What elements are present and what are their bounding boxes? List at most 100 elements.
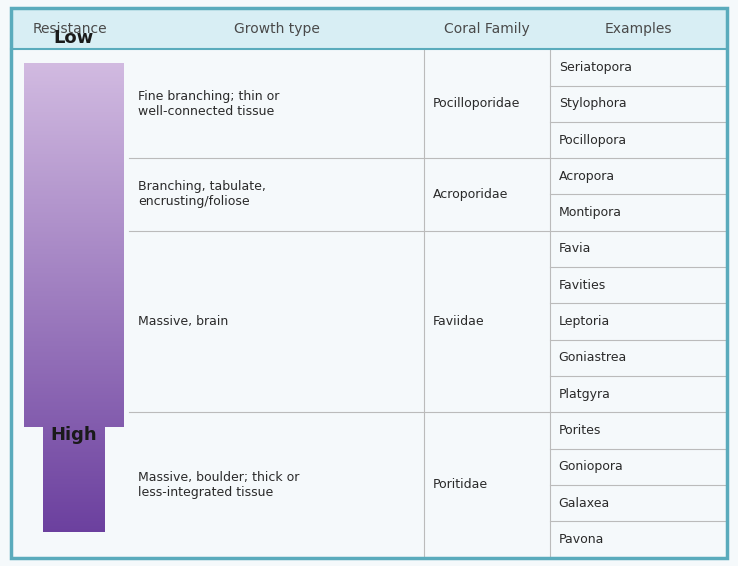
- Polygon shape: [24, 160, 124, 162]
- Polygon shape: [24, 345, 124, 346]
- Polygon shape: [43, 438, 105, 440]
- Polygon shape: [24, 209, 124, 210]
- Polygon shape: [24, 162, 124, 164]
- Polygon shape: [24, 107, 124, 109]
- Polygon shape: [24, 149, 124, 151]
- Polygon shape: [43, 504, 105, 505]
- Polygon shape: [43, 501, 105, 503]
- Polygon shape: [24, 215, 124, 216]
- Polygon shape: [43, 518, 105, 520]
- Polygon shape: [24, 249, 124, 251]
- Polygon shape: [24, 273, 124, 275]
- Polygon shape: [43, 444, 105, 446]
- Polygon shape: [24, 243, 124, 245]
- Polygon shape: [24, 171, 124, 173]
- Polygon shape: [24, 204, 124, 205]
- Polygon shape: [43, 460, 105, 462]
- Polygon shape: [43, 483, 105, 485]
- Polygon shape: [24, 374, 124, 376]
- Polygon shape: [43, 496, 105, 498]
- Polygon shape: [24, 320, 124, 321]
- Polygon shape: [24, 106, 124, 107]
- Polygon shape: [24, 346, 124, 348]
- Polygon shape: [24, 407, 124, 409]
- Polygon shape: [24, 285, 124, 287]
- Polygon shape: [43, 434, 105, 435]
- Polygon shape: [24, 82, 124, 84]
- Polygon shape: [24, 188, 124, 190]
- Polygon shape: [24, 210, 124, 212]
- Polygon shape: [24, 76, 124, 78]
- Polygon shape: [24, 384, 124, 385]
- Polygon shape: [24, 234, 124, 235]
- Polygon shape: [24, 245, 124, 246]
- Polygon shape: [24, 205, 124, 207]
- Polygon shape: [24, 271, 124, 273]
- Polygon shape: [24, 329, 124, 331]
- Polygon shape: [24, 173, 124, 174]
- Polygon shape: [24, 115, 124, 117]
- Polygon shape: [24, 405, 124, 407]
- Polygon shape: [24, 131, 124, 132]
- Polygon shape: [24, 398, 124, 399]
- Polygon shape: [43, 454, 105, 456]
- Polygon shape: [24, 195, 124, 196]
- Polygon shape: [24, 196, 124, 198]
- Polygon shape: [24, 262, 124, 263]
- Polygon shape: [43, 473, 105, 474]
- Polygon shape: [24, 218, 124, 220]
- Polygon shape: [24, 326, 124, 327]
- Polygon shape: [43, 458, 105, 460]
- Polygon shape: [24, 308, 124, 310]
- Polygon shape: [24, 238, 124, 240]
- Text: High: High: [50, 426, 97, 444]
- Polygon shape: [24, 357, 124, 359]
- Polygon shape: [24, 166, 124, 168]
- Polygon shape: [24, 378, 124, 379]
- Bar: [11, 8, 727, 49]
- Polygon shape: [24, 409, 124, 410]
- Polygon shape: [43, 446, 105, 448]
- Polygon shape: [43, 435, 105, 437]
- Polygon shape: [24, 93, 124, 95]
- Polygon shape: [24, 388, 124, 390]
- Polygon shape: [24, 418, 124, 419]
- Polygon shape: [24, 265, 124, 267]
- Polygon shape: [24, 203, 124, 204]
- Polygon shape: [24, 182, 124, 184]
- Polygon shape: [43, 470, 105, 471]
- Polygon shape: [24, 157, 124, 158]
- Polygon shape: [24, 146, 124, 148]
- Polygon shape: [24, 387, 124, 388]
- Text: Faviidae: Faviidae: [433, 315, 485, 328]
- Polygon shape: [24, 327, 124, 329]
- Polygon shape: [24, 220, 124, 221]
- Polygon shape: [24, 307, 124, 308]
- Polygon shape: [24, 304, 124, 306]
- Polygon shape: [24, 324, 124, 326]
- Polygon shape: [43, 441, 105, 443]
- Polygon shape: [24, 366, 124, 368]
- Text: Favities: Favities: [559, 278, 606, 291]
- Polygon shape: [24, 341, 124, 343]
- Polygon shape: [24, 382, 124, 384]
- Polygon shape: [24, 260, 124, 262]
- Polygon shape: [24, 279, 124, 281]
- Polygon shape: [24, 368, 124, 370]
- Polygon shape: [24, 333, 124, 335]
- Polygon shape: [24, 96, 124, 98]
- Polygon shape: [24, 301, 124, 302]
- Polygon shape: [24, 351, 124, 353]
- Polygon shape: [24, 340, 124, 341]
- Polygon shape: [24, 315, 124, 316]
- Polygon shape: [24, 168, 124, 170]
- Polygon shape: [24, 138, 124, 140]
- Polygon shape: [43, 503, 105, 504]
- Polygon shape: [24, 80, 124, 82]
- Polygon shape: [24, 371, 124, 372]
- Polygon shape: [24, 95, 124, 96]
- Polygon shape: [24, 337, 124, 338]
- Polygon shape: [24, 410, 124, 411]
- Polygon shape: [43, 452, 105, 454]
- Polygon shape: [24, 176, 124, 177]
